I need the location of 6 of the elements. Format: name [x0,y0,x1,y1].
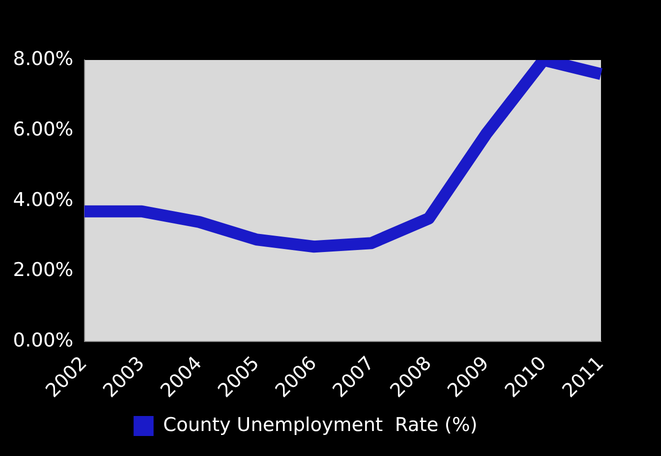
legend-label: County Unemployment Rate (%) [163,414,478,436]
y-tick-label: 0.00% [13,330,74,352]
y-tick-label: 2.00% [13,259,74,282]
y-tick-label: 4.00% [13,188,74,211]
y-tick-label: 6.00% [13,118,74,140]
y-tick-label: 8.00% [13,48,74,70]
